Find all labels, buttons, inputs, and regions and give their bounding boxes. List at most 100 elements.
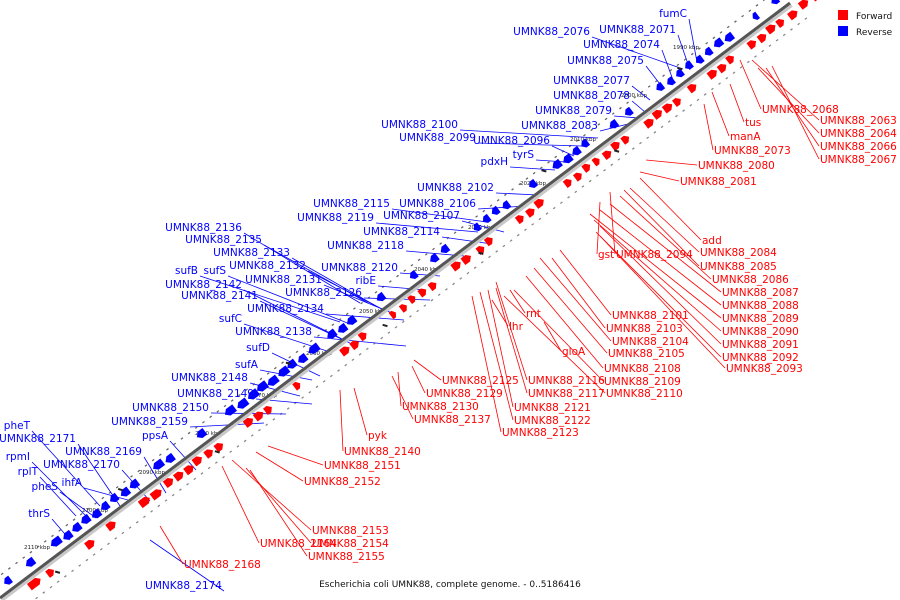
reverse-gene-label-umnk88-2075[interactable]: UMNK88_2075 [567, 55, 644, 67]
reverse-gene-label-sufc[interactable]: sufC [219, 313, 242, 325]
forward-gene-label-umnk88-2123[interactable]: UMNK88_2123 [502, 427, 579, 439]
forward-gene-label-umnk88-2155[interactable]: UMNK88_2155 [308, 551, 385, 563]
reverse-gene-label-umnk88-2102[interactable]: UMNK88_2102 [417, 182, 494, 194]
forward-gene-label-umnk88-2116[interactable]: UMNK88_2116 [528, 375, 605, 387]
forward-gene-label-umnk88-2109[interactable]: UMNK88_2109 [604, 376, 681, 388]
reverse-gene-label-rplt[interactable]: rplT [18, 466, 39, 478]
forward-gene-label-umnk88-2063[interactable]: UMNK88_2063 [820, 115, 897, 127]
reverse-gene-label-umnk88-2134[interactable]: UMNK88_2134 [247, 303, 324, 315]
forward-gene-label-umnk88-2087[interactable]: UMNK88_2087 [722, 287, 799, 299]
forward-gene-label-umnk88-2103[interactable]: UMNK88_2103 [606, 323, 683, 335]
reverse-gene-label-phes[interactable]: pheS [32, 481, 59, 493]
reverse-gene-label-umnk88-2076[interactable]: UMNK88_2076 [513, 26, 590, 38]
forward-gene-label-umnk88-2122[interactable]: UMNK88_2122 [514, 415, 591, 427]
reverse-gene-label-sufb[interactable]: sufB [175, 265, 198, 277]
forward-gene-label-gst[interactable]: gst [598, 249, 614, 261]
reverse-gene-label-umnk88-2099[interactable]: UMNK88_2099 [399, 132, 476, 144]
reverse-gene-label-umnk88-2150[interactable]: UMNK88_2150 [132, 402, 209, 414]
reverse-gene-label-umnk88-2077[interactable]: UMNK88_2077 [553, 75, 630, 87]
forward-gene-label-umnk88-2154[interactable]: UMNK88_2154 [312, 538, 389, 550]
forward-gene-label-pyk[interactable]: pyk [368, 430, 388, 442]
forward-gene-label-lhr[interactable]: lhr [509, 321, 524, 333]
reverse-gene-label-umnk88-2114[interactable]: UMNK88_2114 [363, 226, 440, 238]
forward-gene-label-umnk88-2081[interactable]: UMNK88_2081 [680, 176, 757, 188]
forward-gene-label-umnk88-2130[interactable]: UMNK88_2130 [402, 401, 479, 413]
reverse-gene-label-umnk88-2074[interactable]: UMNK88_2074 [583, 39, 660, 51]
reverse-gene-label-umnk88-2083[interactable]: UMNK88_2083 [521, 120, 598, 132]
reverse-gene-label-ribe[interactable]: ribE [355, 275, 376, 287]
reverse-gene-label-umnk88-2170[interactable]: UMNK88_2170 [43, 459, 120, 471]
reverse-gene-label-umnk88-2107[interactable]: UMNK88_2107 [383, 210, 460, 222]
reverse-gene-label-sufd[interactable]: sufD [246, 342, 270, 354]
forward-gene-label-umnk88-2094[interactable]: UMNK88_2094 [616, 249, 693, 261]
reverse-gene-label-umnk88-2135[interactable]: UMNK88_2135 [185, 234, 262, 246]
forward-gene-label-umnk88-2125[interactable]: UMNK88_2125 [442, 375, 519, 387]
reverse-gene-label-umnk88-2174[interactable]: UMNK88_2174 [145, 580, 222, 592]
reverse-gene-label-umnk88-2100[interactable]: UMNK88_2100 [381, 119, 458, 131]
reverse-gene-label-umnk88-2078[interactable]: UMNK88_2078 [553, 90, 630, 102]
reverse-gene-label-umnk88-2141[interactable]: UMNK88_2141 [181, 290, 258, 302]
forward-gene-label-umnk88-2084[interactable]: UMNK88_2084 [700, 247, 777, 259]
reverse-gene-label-phet[interactable]: pheT [4, 420, 31, 432]
reverse-gene-label-umnk88-2079[interactable]: UMNK88_2079 [535, 105, 612, 117]
reverse-gene-label-umnk88-2119[interactable]: UMNK88_2119 [297, 212, 374, 224]
reverse-gene-label-umnk88-2132[interactable]: UMNK88_2132 [229, 260, 306, 272]
forward-gene-label-umnk88-2110[interactable]: UMNK88_2110 [606, 388, 683, 400]
forward-gene-label-umnk88-2093[interactable]: UMNK88_2093 [726, 363, 803, 375]
reverse-gene-label-umnk88-2171[interactable]: UMNK88_2171 [0, 433, 76, 445]
reverse-gene-label-tyrs[interactable]: tyrS [513, 149, 535, 161]
forward-gene-label-umnk88-2086[interactable]: UMNK88_2086 [712, 274, 789, 286]
reverse-gene-label-rpmi[interactable]: rpmI [6, 451, 30, 463]
reverse-gene-label-umnk88-2136[interactable]: UMNK88_2136 [165, 222, 242, 234]
forward-gene-label-umnk88-2073[interactable]: UMNK88_2073 [714, 145, 791, 157]
reverse-gene-label-umnk88-2169[interactable]: UMNK88_2169 [65, 446, 142, 458]
reverse-gene-label-thrs[interactable]: thrS [28, 508, 50, 520]
forward-gene-label-umnk88-2104[interactable]: UMNK88_2104 [612, 336, 689, 348]
reverse-gene-label-sufs[interactable]: sufS [204, 265, 227, 277]
reverse-gene-label-umnk88-2120[interactable]: UMNK88_2120 [321, 262, 398, 274]
forward-gene-label-umnk88-2137[interactable]: UMNK88_2137 [414, 414, 491, 426]
forward-gene-label-umnk88-2129[interactable]: UMNK88_2129 [426, 388, 503, 400]
forward-gene-label-umnk88-2101[interactable]: UMNK88_2101 [612, 310, 689, 322]
forward-gene-label-umnk88-2117[interactable]: UMNK88_2117 [528, 388, 605, 400]
forward-gene-label-umnk88-2105[interactable]: UMNK88_2105 [608, 348, 685, 360]
forward-gene-label-gloa[interactable]: gloA [562, 346, 586, 358]
forward-gene-label-umnk88-2091[interactable]: UMNK88_2091 [722, 339, 799, 351]
reverse-gene-label-umnk88-2118[interactable]: UMNK88_2118 [327, 240, 404, 252]
forward-gene-label-umnk88-2151[interactable]: UMNK88_2151 [324, 460, 401, 472]
reverse-gene-label-umnk88-2096[interactable]: UMNK88_2096 [473, 135, 550, 147]
reverse-gene-label-umnk88-2148[interactable]: UMNK88_2148 [171, 372, 248, 384]
reverse-gene-label-ppsa[interactable]: ppsA [142, 430, 169, 442]
forward-gene-label-rnt[interactable]: rnt [526, 308, 541, 320]
reverse-gene-label-umnk88-2133[interactable]: UMNK88_2133 [213, 247, 290, 259]
forward-gene-label-umnk88-2168[interactable]: UMNK88_2168 [184, 559, 261, 571]
forward-gene-label-umnk88-2089[interactable]: UMNK88_2089 [722, 313, 799, 325]
forward-gene-label-umnk88-2064[interactable]: UMNK88_2064 [820, 128, 897, 140]
reverse-gene-label-umnk88-2149[interactable]: UMNK88_2149 [177, 388, 254, 400]
reverse-gene-label-pdxh[interactable]: pdxH [481, 156, 508, 168]
forward-gene-label-umnk88-2085[interactable]: UMNK88_2085 [700, 261, 777, 273]
forward-gene-label-umnk88-2153[interactable]: UMNK88_2153 [312, 525, 389, 537]
reverse-gene-label-umnk88-2115[interactable]: UMNK88_2115 [313, 198, 390, 210]
forward-gene-label-umnk88-2121[interactable]: UMNK88_2121 [514, 402, 591, 414]
forward-gene-label-umnk88-2088[interactable]: UMNK88_2088 [722, 300, 799, 312]
forward-gene-label-umnk88-2140[interactable]: UMNK88_2140 [344, 446, 421, 458]
forward-gene-label-umnk88-2152[interactable]: UMNK88_2152 [304, 476, 381, 488]
reverse-gene-label-umnk88-2138[interactable]: UMNK88_2138 [235, 326, 312, 338]
reverse-gene-label-umnk88-2159[interactable]: UMNK88_2159 [111, 416, 188, 428]
reverse-gene-label-fumc[interactable]: fumC [659, 8, 687, 20]
reverse-gene-label-umnk88-2106[interactable]: UMNK88_2106 [399, 198, 476, 210]
forward-gene-label-umnk88-2108[interactable]: UMNK88_2108 [604, 363, 681, 375]
forward-gene-label-umnk88-2080[interactable]: UMNK88_2080 [698, 160, 775, 172]
reverse-gene-label-umnk88-2131[interactable]: UMNK88_2131 [245, 274, 322, 286]
forward-gene-label-add[interactable]: add [702, 235, 722, 247]
forward-gene-label-umnk88-2067[interactable]: UMNK88_2067 [820, 154, 897, 166]
reverse-gene-label-ihfa[interactable]: ihfA [62, 477, 83, 489]
forward-gene-label-umnk88-2090[interactable]: UMNK88_2090 [722, 326, 799, 338]
forward-gene-label-umnk88-2066[interactable]: UMNK88_2066 [820, 141, 897, 153]
reverse-gene-label-sufa[interactable]: sufA [235, 359, 259, 371]
forward-gene-label-mana[interactable]: manA [730, 131, 761, 143]
forward-gene-label-tus[interactable]: tus [745, 117, 761, 129]
reverse-gene-label-umnk88-2071[interactable]: UMNK88_2071 [599, 24, 676, 36]
reverse-gene-label-umnk88-2126[interactable]: UMNK88_2126 [285, 287, 362, 299]
